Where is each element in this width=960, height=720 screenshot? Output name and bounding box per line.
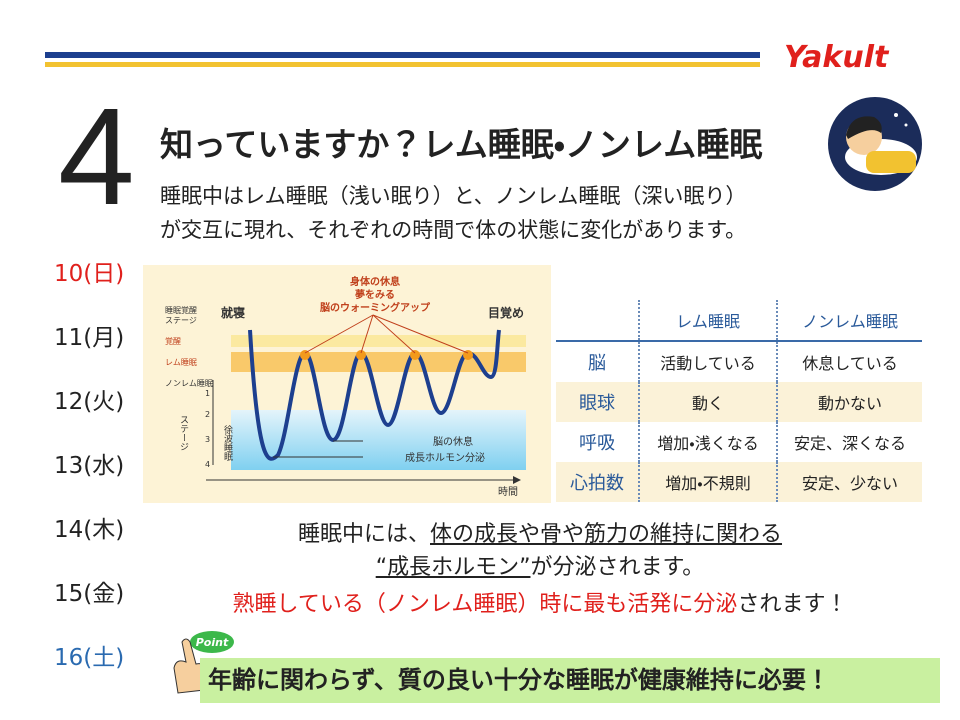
row-header: 眼球 bbox=[556, 382, 640, 422]
stage-axis: ステージ bbox=[178, 415, 189, 451]
cell: 活動している bbox=[639, 341, 778, 382]
cell: 増加・不規則 bbox=[639, 462, 778, 502]
text: が分泌されます。 bbox=[530, 555, 705, 580]
y-axis-title: ステージ bbox=[165, 316, 197, 325]
end-label: 目覚め bbox=[488, 305, 524, 320]
column-header: レム睡眠 bbox=[639, 300, 778, 342]
stage-number: 2 bbox=[205, 410, 210, 419]
section-number: 4 bbox=[58, 80, 135, 234]
point-icon: Point bbox=[173, 631, 234, 694]
stage-label: レム睡眠 bbox=[165, 358, 197, 367]
stage-label: ノンレム睡眠 bbox=[165, 379, 213, 388]
stripe-blue bbox=[45, 52, 760, 58]
cell: 動かない bbox=[777, 382, 922, 422]
point-badge: Point bbox=[196, 636, 229, 649]
text: 熟睡している（ノンレム睡眠）時に最も活発に分泌 bbox=[232, 592, 738, 617]
cell: 動く bbox=[639, 382, 778, 422]
deep-sleep-label: 徐波睡眠 bbox=[222, 424, 233, 462]
text: 睡眠中には、 bbox=[297, 522, 430, 547]
stage-number: 3 bbox=[205, 435, 210, 444]
day: 10(日) bbox=[54, 261, 125, 287]
sleep-diagram: 身体の休息 夢をみる 脳のウォーミングアップ 睡眠覚醒 ステージ 覚醒 レム睡眠… bbox=[143, 265, 551, 503]
day: 16(土) bbox=[54, 645, 125, 671]
start-label: 就寝 bbox=[221, 305, 245, 320]
day: 14(木) bbox=[54, 517, 125, 543]
text: 体の成長や骨や筋力の維持に関わる bbox=[430, 522, 783, 547]
brand-logo: Yakult bbox=[784, 40, 889, 75]
column-header: ノンレム睡眠 bbox=[777, 300, 922, 342]
stage-number: 4 bbox=[205, 460, 210, 469]
cell: 休息している bbox=[802, 354, 898, 373]
cell: 増加・浅くなる bbox=[639, 422, 778, 462]
row-header: 心拍数 bbox=[556, 462, 640, 502]
comparison-table: レム睡眠 ノンレム睡眠 脳活動している 休息している 眼球 動く 動かない 呼吸 増加・浅… bbox=[556, 300, 922, 502]
title: 知っていますか？レム睡眠・ノンレム睡眠 bbox=[160, 125, 763, 164]
intro: が交互に現れ、それぞれの時間で体の状態に変化があります。 bbox=[160, 218, 747, 242]
day: 13(水) bbox=[54, 453, 125, 479]
text: “成長ホルモン” bbox=[375, 555, 531, 580]
rem-note: 脳のウォーミングアップ bbox=[320, 301, 431, 314]
body-line: 睡眠中には、体の成長や骨や筋力の維持に関わる bbox=[0, 516, 960, 548]
day: 15(金) bbox=[54, 581, 125, 607]
stripe-yellow bbox=[45, 62, 760, 67]
cell: 安定、深くなる bbox=[793, 434, 906, 453]
day: 11(月) bbox=[54, 325, 125, 351]
x-axis-label: 時間 bbox=[498, 486, 518, 498]
body-line: “成長ホルモン”が分泌されます。 bbox=[0, 549, 960, 581]
rem-note: 身体の休息 bbox=[350, 275, 400, 288]
day: 12(火) bbox=[54, 389, 125, 415]
stage-number: 1 bbox=[205, 389, 210, 398]
text: されます！ bbox=[737, 592, 848, 617]
nrem-note: 成長ホルモン分泌 bbox=[405, 451, 485, 464]
nrem-note: 脳の休息 bbox=[433, 435, 473, 448]
rem-note: 夢をみる bbox=[355, 288, 395, 301]
cell: 安定、少ない bbox=[777, 462, 922, 502]
row-header: 脳 bbox=[556, 341, 640, 382]
conclusion: 年齢に関わらず、質の良い十分な睡眠が健康維持に必要！ bbox=[200, 658, 940, 703]
emphasis: 熟睡している（ノンレム睡眠）時に最も活発に分泌されます！ bbox=[0, 586, 960, 618]
stage-label: 覚醒 bbox=[165, 336, 181, 346]
intro: 睡眠中はレム睡眠（浅い眠り）と、ノンレム睡眠（深い眠り） bbox=[160, 184, 747, 208]
row-header: 呼吸 bbox=[556, 422, 640, 462]
y-axis-title: 睡眠覚醒 bbox=[165, 305, 197, 315]
sleep-icon bbox=[828, 97, 922, 191]
